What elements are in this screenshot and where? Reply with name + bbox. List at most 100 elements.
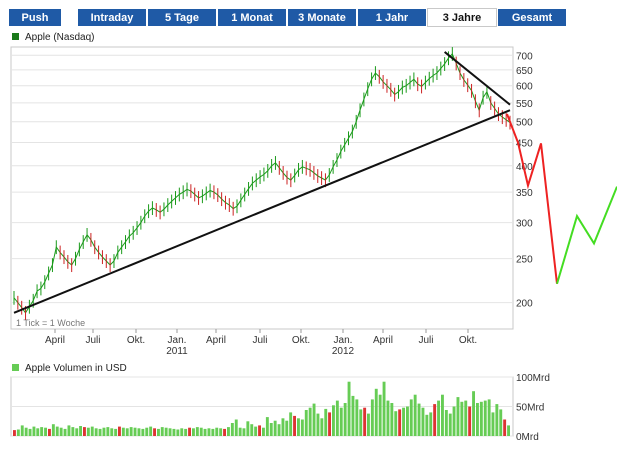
volume-bar (386, 400, 390, 436)
volume-bar (441, 394, 444, 436)
volume-bar (320, 418, 324, 436)
price-y-tick-label: 550 (516, 99, 533, 110)
price-y-tick-label: 700 (516, 51, 533, 62)
volume-bar (83, 427, 86, 436)
volume-bar (262, 427, 265, 436)
volume-bar (277, 424, 281, 436)
volume-bar (36, 428, 40, 436)
volume-bar (417, 403, 421, 436)
volume-bar (468, 406, 472, 436)
volume-bar (339, 407, 343, 436)
price-x-tick-label: Jan. (168, 335, 187, 346)
price-x-tick-label: April (373, 335, 393, 346)
price-x-tick-label: Okt. (459, 335, 477, 346)
price-y-tick-label: 300 (516, 219, 533, 230)
volume-bar (157, 428, 160, 436)
volume-bar (94, 428, 98, 436)
volume-bar (168, 428, 172, 436)
projection-up-line (556, 186, 617, 285)
tab-gesamt[interactable]: Gesamt (497, 8, 567, 27)
year-label-2012: 2012 (332, 346, 355, 357)
volume-bar (51, 424, 55, 436)
price-y-tick-label: 350 (516, 188, 533, 199)
volume-bar (452, 406, 456, 436)
volume-bar (464, 400, 468, 436)
volume-bar (370, 399, 374, 436)
volume-bar (234, 419, 238, 436)
volume-bar (118, 426, 121, 436)
volume-bar (390, 403, 394, 436)
tab-3-monate[interactable]: 3 Monate (287, 8, 357, 27)
volume-bar (79, 426, 82, 436)
tab-3-jahre[interactable]: 3 Jahre (427, 8, 497, 27)
volume-bar (149, 426, 153, 436)
volume-bar (164, 427, 168, 436)
volume-bar (110, 428, 114, 436)
volume-bar (48, 428, 51, 436)
volume-y-axis: 100Mrd 50Mrd 0Mrd (516, 373, 550, 443)
volume-bar (153, 428, 156, 436)
volume-bar (145, 427, 149, 436)
volume-legend-swatch (12, 364, 19, 371)
volume-bars (13, 381, 510, 437)
volume-bar (289, 412, 293, 436)
volume-bar (63, 428, 67, 436)
volume-bar (246, 421, 250, 437)
tab-1-jahr[interactable]: 1 Jahr (357, 8, 427, 27)
projection-down-line (506, 113, 558, 284)
volume-bar (456, 397, 460, 436)
volume-bar (71, 427, 75, 436)
trendline (13, 109, 511, 314)
volume-bar (203, 428, 207, 436)
volume-bar (491, 412, 495, 436)
price-gridlines (11, 54, 513, 304)
price-y-tick-label: 500 (516, 118, 533, 129)
volume-bar (219, 428, 223, 436)
volume-y-tick-label: 100Mrd (516, 373, 550, 384)
volume-bar (308, 407, 312, 436)
volume-bar (20, 425, 24, 436)
price-y-tick-label: 200 (516, 299, 533, 310)
price-y-tick-label: 600 (516, 82, 533, 93)
volume-bar (367, 413, 370, 436)
volume-bar (125, 428, 129, 436)
volume-bar (265, 417, 269, 436)
volume-bar (273, 420, 277, 436)
volume-bar (195, 427, 199, 436)
volume-bar (13, 430, 16, 436)
volume-bar (448, 413, 452, 436)
volume-bar (192, 428, 195, 436)
volume-bar (355, 399, 359, 436)
volume-bar (328, 412, 331, 436)
volume-bar (215, 427, 219, 436)
price-x-tick-label: Jan. (334, 335, 353, 346)
volume-bar (479, 401, 483, 436)
volume-bar (230, 423, 234, 436)
tab-5-tage[interactable]: 5 Tage (147, 8, 217, 27)
price-series-group (13, 47, 511, 320)
volume-chart-title: Apple Volumen in USD (25, 363, 127, 374)
volume-bar (351, 395, 355, 436)
volume-bar (242, 428, 246, 436)
volume-bar (188, 427, 191, 436)
volume-bar (250, 424, 254, 436)
volume-bar (223, 428, 226, 436)
volume-bar (24, 427, 28, 436)
price-y-tick-label: 250 (516, 255, 533, 266)
volume-bar (184, 428, 188, 436)
volume-bar (133, 427, 137, 436)
price-x-tick-label: Okt. (292, 335, 310, 346)
price-x-tick-label: Juli (418, 335, 433, 346)
volume-bar (433, 404, 437, 436)
volume-bar (141, 428, 145, 436)
price-x-tick-label: Okt. (127, 335, 145, 346)
tab-push[interactable]: Push (8, 8, 62, 27)
price-x-tick-label: April (206, 335, 226, 346)
tab-1-monat[interactable]: 1 Monat (217, 8, 287, 27)
volume-bar (285, 420, 289, 436)
tick-note: 1 Tick = 1 Woche (16, 318, 85, 328)
volume-bar (86, 427, 90, 436)
tab-intraday[interactable]: Intraday (77, 8, 147, 27)
volume-bar (460, 401, 464, 436)
